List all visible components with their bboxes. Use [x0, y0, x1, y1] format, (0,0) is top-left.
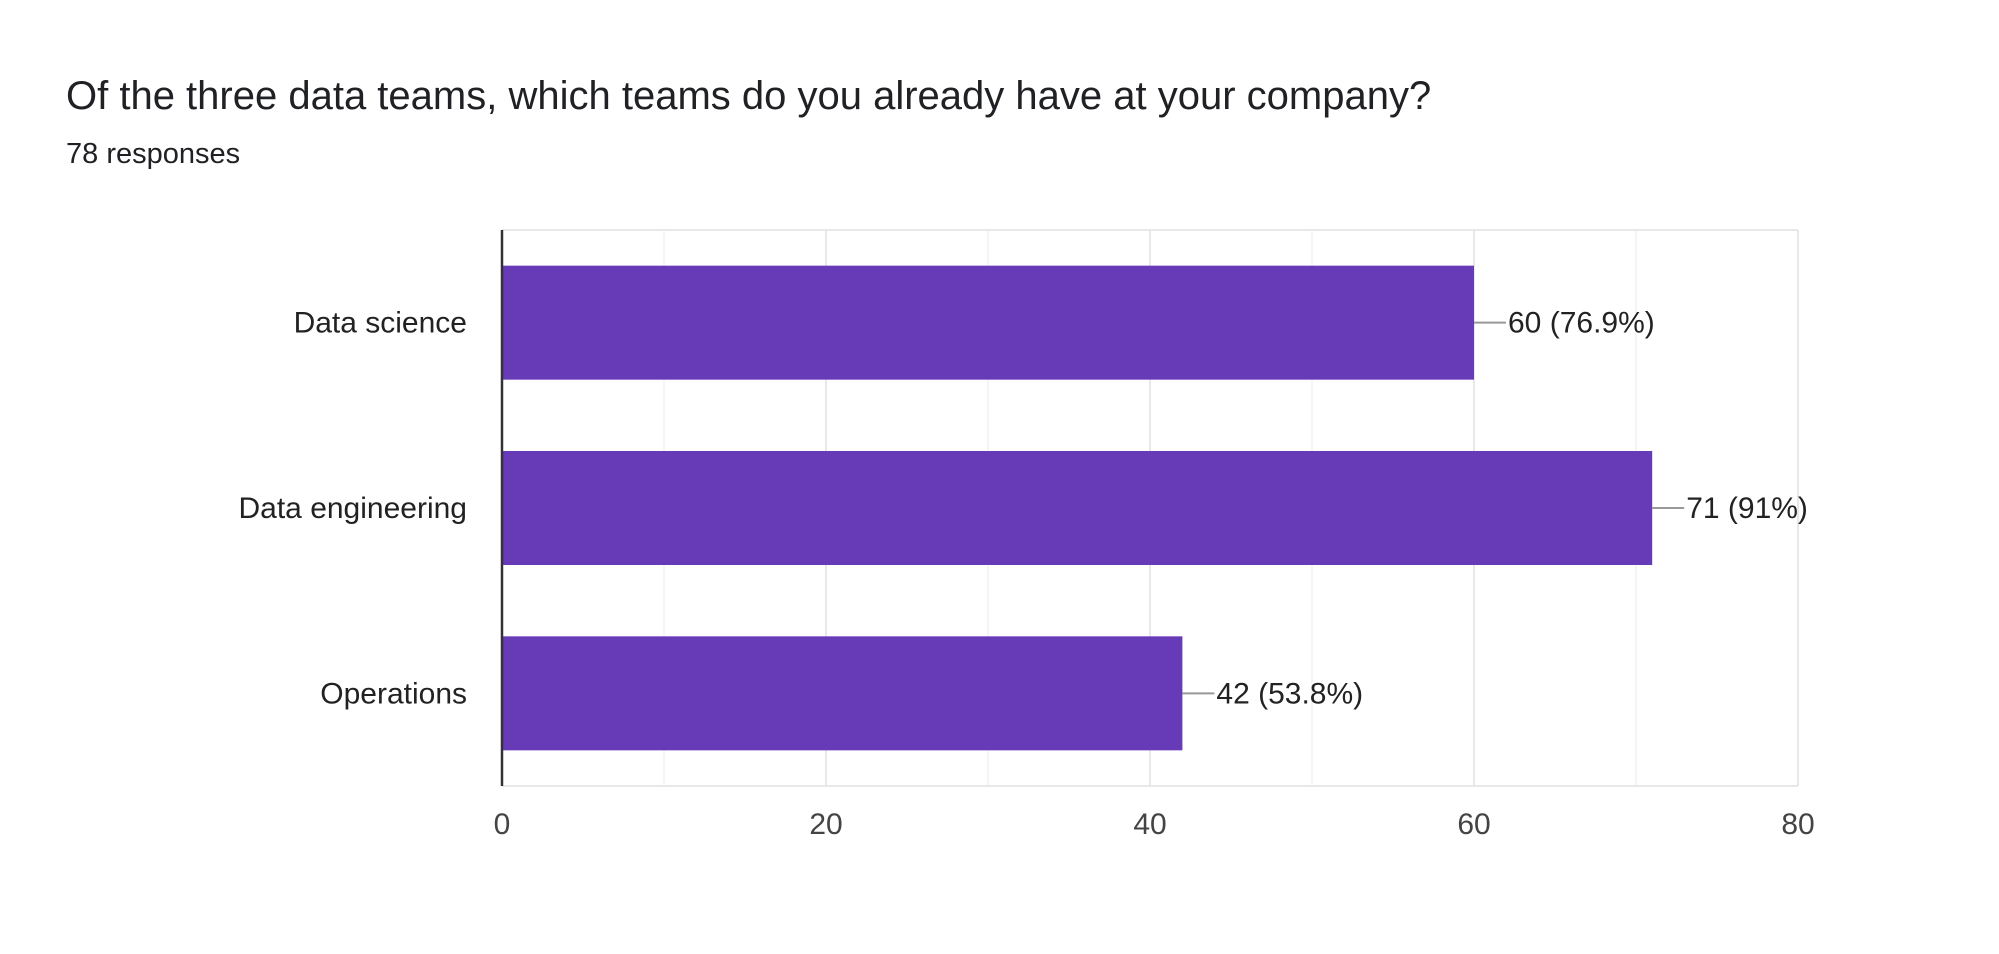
- category-label: Data science: [294, 307, 467, 340]
- bar: [502, 636, 1183, 751]
- category-label: Operations: [320, 677, 467, 710]
- x-tick-label: 20: [809, 808, 842, 841]
- response-count: 78 responses: [66, 138, 241, 170]
- question-title: Of the three data teams, which teams do …: [66, 74, 1432, 118]
- x-tick-label: 80: [1781, 808, 1814, 841]
- category-label: Data engineering: [238, 492, 467, 525]
- bar: [502, 451, 1653, 565]
- x-tick-label: 40: [1133, 808, 1166, 841]
- data-label: 42 (53.8%): [1216, 677, 1363, 710]
- data-label: 60 (76.9%): [1508, 307, 1655, 340]
- x-tick-label: 0: [494, 808, 511, 841]
- bar: [502, 265, 1474, 380]
- data-label: 71 (91%): [1686, 492, 1808, 525]
- x-tick-label: 60: [1457, 808, 1490, 841]
